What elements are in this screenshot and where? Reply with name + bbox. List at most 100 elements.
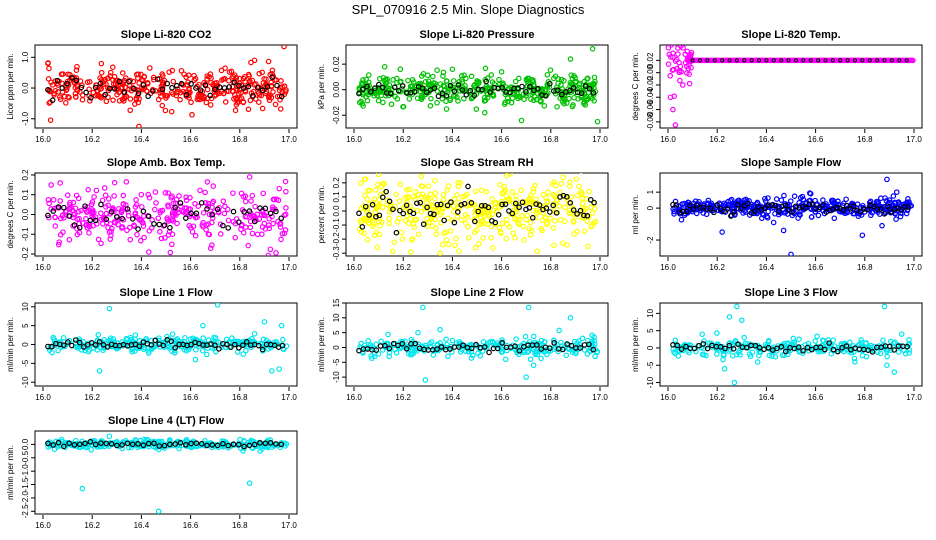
data-point: [570, 85, 577, 91]
data-point: [124, 206, 131, 212]
data-point: [845, 58, 850, 63]
data-point: [185, 442, 191, 448]
data-point: [140, 223, 147, 229]
data-point: [690, 58, 695, 63]
data-point: [481, 109, 488, 116]
data-point: [891, 206, 898, 212]
data-point: [499, 340, 505, 346]
y-tick-label: 0.0: [21, 82, 30, 94]
data-point: [407, 351, 414, 358]
data-points: [356, 46, 601, 125]
data-point: [800, 196, 807, 203]
data-point: [554, 87, 561, 94]
data-point: [95, 332, 102, 338]
data-point: [726, 342, 733, 349]
data-point: [241, 443, 247, 450]
data-point: [167, 249, 174, 256]
data-point: [533, 207, 540, 214]
data-point: [157, 228, 163, 235]
data-point: [537, 98, 544, 105]
data-point: [114, 91, 120, 98]
data-point: [701, 338, 707, 344]
data-point: [91, 209, 97, 216]
data-point: [869, 349, 876, 355]
y-tick-label: 0: [646, 205, 655, 210]
data-point: [400, 210, 407, 217]
x-tick-label: 16.2: [84, 263, 100, 272]
data-point: [830, 58, 835, 63]
data-point: [407, 249, 414, 255]
data-point: [687, 202, 693, 209]
data-point: [238, 226, 244, 233]
data-point: [114, 214, 120, 220]
data-point: [177, 96, 183, 103]
data-point: [693, 348, 699, 355]
panel-title: Slope Li-820 Pressure: [420, 29, 535, 41]
data-point: [430, 352, 437, 358]
data-point: [73, 77, 80, 84]
data-point: [102, 192, 109, 199]
data-point: [101, 185, 108, 191]
data-point: [86, 230, 92, 236]
x-tick-label: 16.4: [134, 135, 150, 144]
data-point: [528, 96, 534, 102]
data-point: [198, 200, 205, 206]
x-tick-label: 17.0: [592, 135, 608, 144]
outlier-point: [246, 174, 253, 180]
data-point: [544, 71, 551, 78]
data-point: [507, 89, 513, 96]
data-point: [72, 337, 79, 343]
data-point: [527, 83, 533, 90]
y-tick-label: 0: [21, 342, 30, 347]
data-point: [226, 84, 233, 90]
data-point: [98, 69, 105, 76]
data-point: [192, 75, 199, 82]
data-point: [251, 218, 258, 225]
data-point: [398, 229, 405, 236]
data-point: [103, 219, 110, 226]
data-point: [696, 342, 702, 349]
data-point: [180, 209, 187, 215]
data-point: [735, 349, 742, 356]
data-point: [60, 71, 66, 77]
data-point: [538, 225, 545, 232]
data-point: [425, 183, 432, 189]
data-point: [236, 344, 242, 351]
panel-title: Slope Li-820 Temp.: [741, 29, 840, 41]
data-point: [172, 211, 178, 217]
data-point: [428, 95, 434, 102]
data-point: [459, 76, 465, 83]
data-point: [890, 193, 897, 199]
data-point: [581, 212, 587, 219]
data-point: [434, 346, 440, 352]
data-point: [496, 224, 503, 231]
outlier-point: [879, 222, 885, 229]
y-axis-label: percent per min.: [317, 186, 326, 244]
data-point: [823, 58, 828, 63]
data-point: [364, 236, 371, 243]
data-point: [580, 215, 587, 221]
data-point: [463, 91, 470, 98]
data-point: [98, 440, 104, 446]
data-point: [362, 203, 369, 210]
data-point: [536, 202, 543, 208]
data-point: [574, 86, 580, 92]
data-point: [553, 210, 560, 216]
data-point: [120, 192, 127, 199]
data-point: [898, 207, 905, 213]
outlier-point: [498, 69, 505, 75]
panel-title: Slope Amb. Box Temp.: [107, 157, 226, 169]
data-point: [377, 75, 383, 82]
data-point: [858, 337, 864, 343]
data-point: [273, 441, 279, 447]
data-point: [455, 98, 461, 104]
data-points: [45, 45, 289, 128]
data-point: [530, 185, 537, 192]
data-point: [573, 176, 580, 182]
data-point: [183, 197, 190, 204]
panel-title: Slope Line 4 (LT) Flow: [108, 415, 224, 427]
data-point: [485, 204, 492, 211]
x-tick-label: 16.4: [759, 263, 775, 272]
data-point: [92, 217, 99, 224]
data-point: [503, 235, 510, 242]
